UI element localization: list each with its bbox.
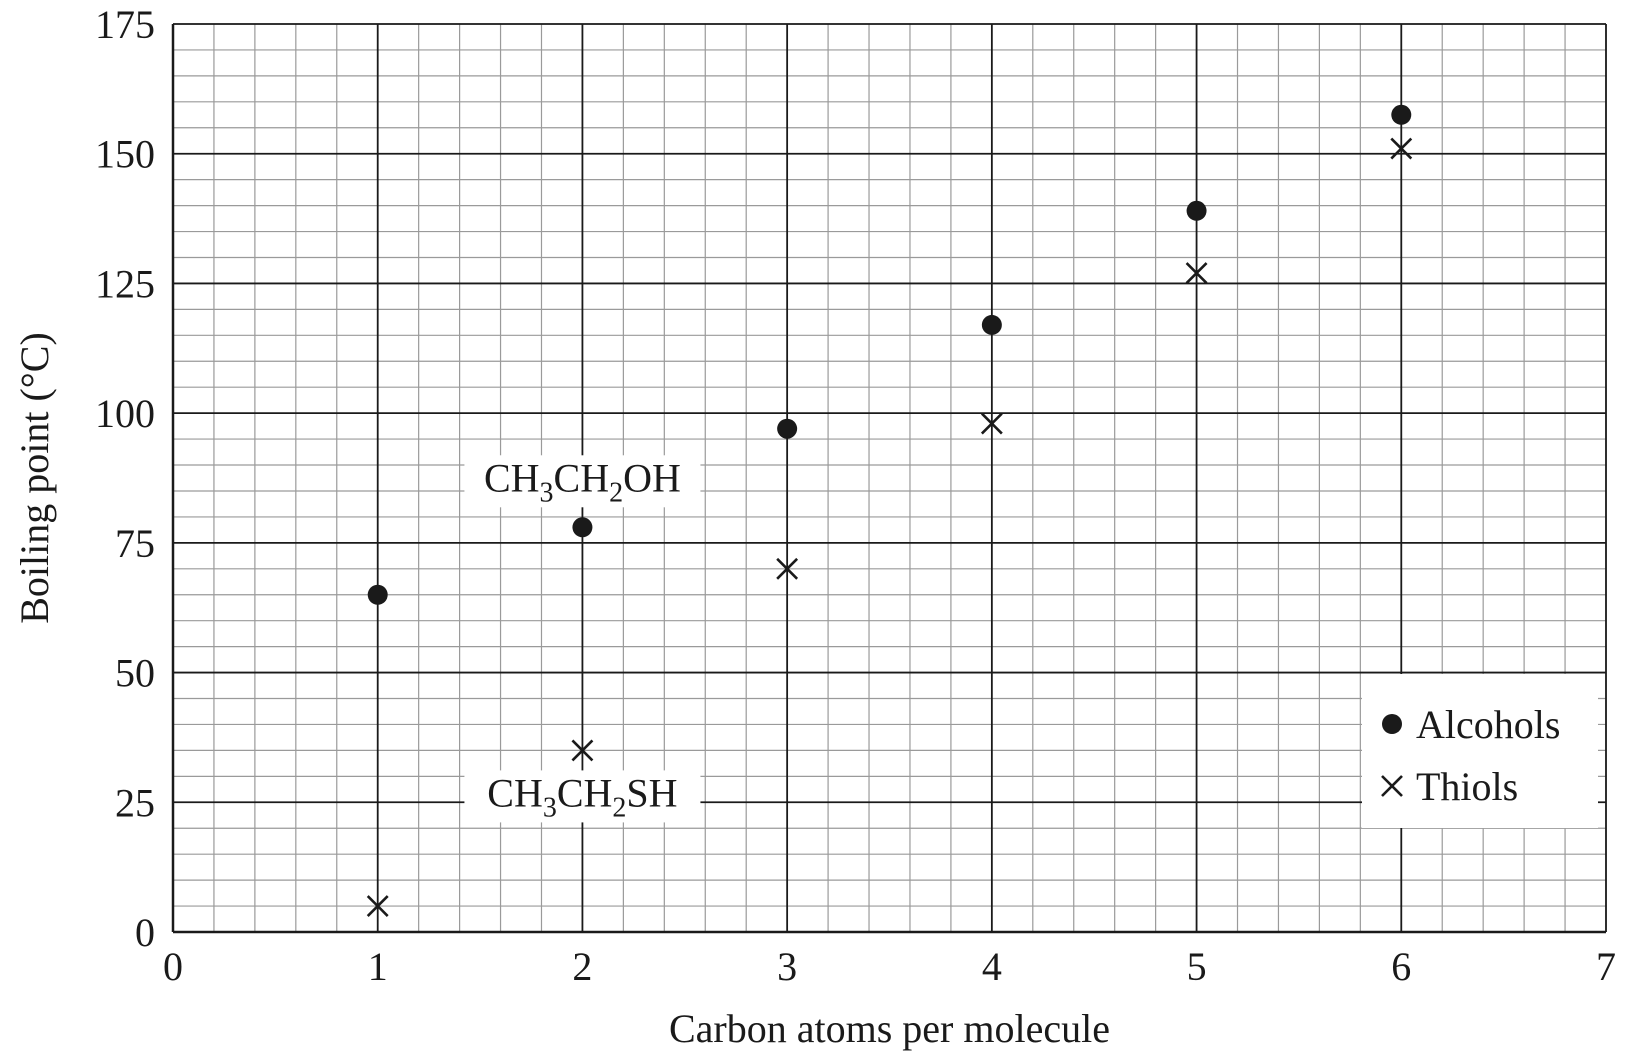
alcohol-point <box>572 517 593 538</box>
alcohol-point <box>367 584 388 605</box>
annotation-background <box>464 455 701 508</box>
y-tick-label: 150 <box>95 132 155 177</box>
thiol-point <box>980 412 1003 435</box>
legend: Alcohols Thiols <box>1362 674 1598 828</box>
alcohol-point <box>1391 104 1412 125</box>
annotation-background <box>464 770 701 823</box>
y-tick-label: 125 <box>95 261 155 306</box>
thiol-point <box>1185 262 1208 284</box>
x-tick-label: 3 <box>777 944 797 989</box>
y-tick-label: 175 <box>95 2 155 47</box>
x-tick-label: 5 <box>1187 944 1207 989</box>
x-tick-label: 0 <box>163 944 183 989</box>
x-tick-label: 1 <box>368 944 388 989</box>
axes <box>171 24 1606 934</box>
x-tick-label: 7 <box>1596 944 1616 989</box>
alcohol-point <box>777 418 798 439</box>
thiol-point <box>776 557 799 580</box>
y-tick-label: 50 <box>115 651 155 696</box>
thiol-point <box>571 739 594 762</box>
alcohol-point <box>1186 200 1207 221</box>
thiol-point <box>366 895 389 917</box>
formula-annotation: CH3CH2OH <box>484 455 681 508</box>
alcohol-point <box>981 314 1002 335</box>
y-tick-label: 75 <box>115 521 155 566</box>
x-tick-label: 2 <box>572 944 592 989</box>
legend-label: Thiols <box>1416 764 1518 809</box>
legend-box <box>1362 674 1598 828</box>
data-points <box>366 104 1413 917</box>
legend-label: Alcohols <box>1416 702 1560 747</box>
annotations: CH3CH2OH CH3CH2SH <box>464 455 701 823</box>
y-tick-label: 100 <box>95 391 155 436</box>
x-tick-label: 6 <box>1391 944 1411 989</box>
thiol-point <box>1390 137 1413 160</box>
y-tick-label: 0 <box>135 910 155 955</box>
x-axis-title: Carbon atoms per molecule <box>669 1006 1110 1051</box>
y-tick-label: 25 <box>115 780 155 825</box>
legend-alcohols-marker <box>1382 714 1402 734</box>
legend-thiols-marker <box>1381 775 1403 797</box>
formula-annotation: CH3CH2SH <box>487 770 677 823</box>
x-tick-label: 4 <box>982 944 1002 989</box>
tick-labels: 0 1 2 3 4 5 6 7 0 25 50 75 100 125 150 175 <box>95 2 1616 989</box>
y-axis-title: Boiling point (°C) <box>12 332 57 624</box>
